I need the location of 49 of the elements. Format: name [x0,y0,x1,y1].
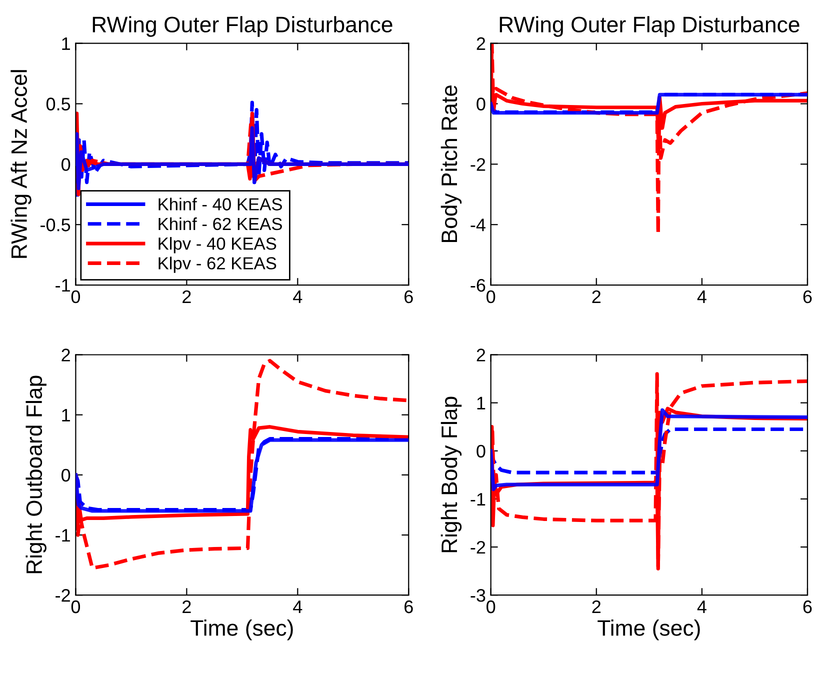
legend-label: Khinf - 62 KEAS [158,217,282,230]
y-axis-title: RWing Aft Nz Accel [10,70,32,258]
y-axis-title: Right Outboard Flap [26,376,46,574]
x-tick-label: 6 [404,290,413,304]
y-tick-label: -3 [470,589,486,602]
x-tick-label: 4 [293,600,302,614]
y-tick-label: 1 [477,396,486,410]
y-tick-label: 2 [476,37,486,50]
x-tick-label: 6 [404,600,413,614]
x-tick-label: 0 [486,600,496,614]
x-tick-label: 4 [697,290,706,303]
y-tick-label: -1 [56,529,70,542]
chart-title: RWing Outer Flap Disturbance [500,16,800,37]
y-tick-label: -1 [470,493,486,506]
chart-title: RWing Outer Flap Disturbance [92,16,392,37]
y-tick-label: 0.5 [46,98,70,110]
x-tick-label: 6 [803,290,812,304]
y-tick-label: 0 [62,468,70,482]
x-tick-label: 0 [71,600,80,614]
x-tick-label: 2 [182,290,191,303]
x-tick-label: 4 [697,600,706,614]
y-axis-title: Body Pitch Rate [440,85,462,242]
y-tick-label: 0 [62,158,70,171]
y-tick-label: -0.5 [40,218,70,232]
x-tick-label: 0 [486,290,496,304]
y-tick-label: -2 [56,589,70,602]
y-tick-label: -2 [470,540,486,554]
legend-label: Klpv - 62 KEAS [158,256,276,273]
y-tick-label: 1 [62,37,70,50]
y-tick-label: -1 [56,279,70,292]
y-tick-label: -4 [470,218,486,232]
x-axis-title: Time (sec) [190,620,293,640]
x-tick-label: 6 [803,600,812,614]
y-axis-title: Right Body Flap [440,396,462,552]
x-tick-label: 2 [592,600,601,614]
x-tick-label: 0 [71,290,80,304]
x-tick-label: 4 [293,290,302,303]
y-tick-label: 0 [476,98,486,110]
y-tick-label: 1 [62,408,70,422]
y-tick-label: 0 [476,444,486,458]
y-tick-label: -6 [470,278,486,292]
x-tick-label: 2 [182,600,191,614]
legend-label: Khinf - 40 KEAS [158,198,282,210]
y-tick-label: 2 [476,348,486,362]
x-axis-title: Time (sec) [598,620,700,640]
y-tick-label: -2 [470,158,486,171]
legend-label: Klpv - 40 KEAS [158,237,276,254]
y-tick-label: 2 [62,348,70,362]
x-tick-label: 2 [592,290,601,303]
